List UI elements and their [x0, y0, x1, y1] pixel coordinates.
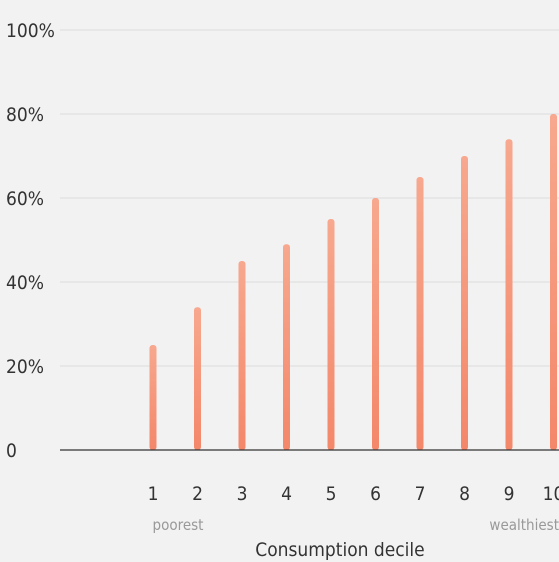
x-tick-label: 6 — [370, 483, 381, 505]
bar-decile-8 — [461, 156, 468, 450]
bar-decile-10 — [550, 114, 557, 450]
y-tick-label: 100% — [6, 20, 55, 42]
y-tick-label: 40% — [6, 272, 44, 294]
bars — [149, 114, 557, 450]
bar-decile-4 — [283, 244, 290, 450]
x-tick-label: 7 — [415, 483, 426, 505]
y-tick-label: 80% — [6, 104, 44, 126]
x-tick-label: 4 — [281, 483, 292, 505]
y-tick-label: 60% — [6, 188, 44, 210]
grid-lines — [60, 29, 559, 367]
x-tick-label: 1 — [148, 483, 159, 505]
y-axis-ticks: 0 20% 40% 60% 80% 100% — [6, 20, 55, 462]
x-axis-label: Consumption decile — [255, 539, 424, 561]
x-tick-label: 3 — [237, 483, 248, 505]
bar-decile-2 — [194, 307, 201, 450]
bar-decile-1 — [149, 345, 157, 450]
bar-decile-3 — [238, 261, 246, 450]
x-tick-label: 2 — [192, 483, 203, 505]
y-tick-label: 20% — [6, 356, 44, 378]
x-tick-label: 8 — [459, 483, 470, 505]
bar-decile-5 — [327, 219, 335, 450]
x-tick-label: 9 — [504, 483, 515, 505]
note-wealthiest: wealthiest — [489, 516, 559, 534]
x-tick-label: 10 — [543, 483, 559, 505]
y-tick-label: 0 — [6, 440, 17, 462]
x-tick-label: 5 — [326, 483, 337, 505]
bar-decile-6 — [372, 198, 379, 450]
bar-decile-7 — [416, 177, 424, 450]
x-axis-ticks: 1 2 3 4 5 6 7 8 9 10 — [148, 483, 559, 505]
bar-decile-9 — [505, 139, 513, 450]
note-poorest: poorest — [153, 516, 204, 534]
